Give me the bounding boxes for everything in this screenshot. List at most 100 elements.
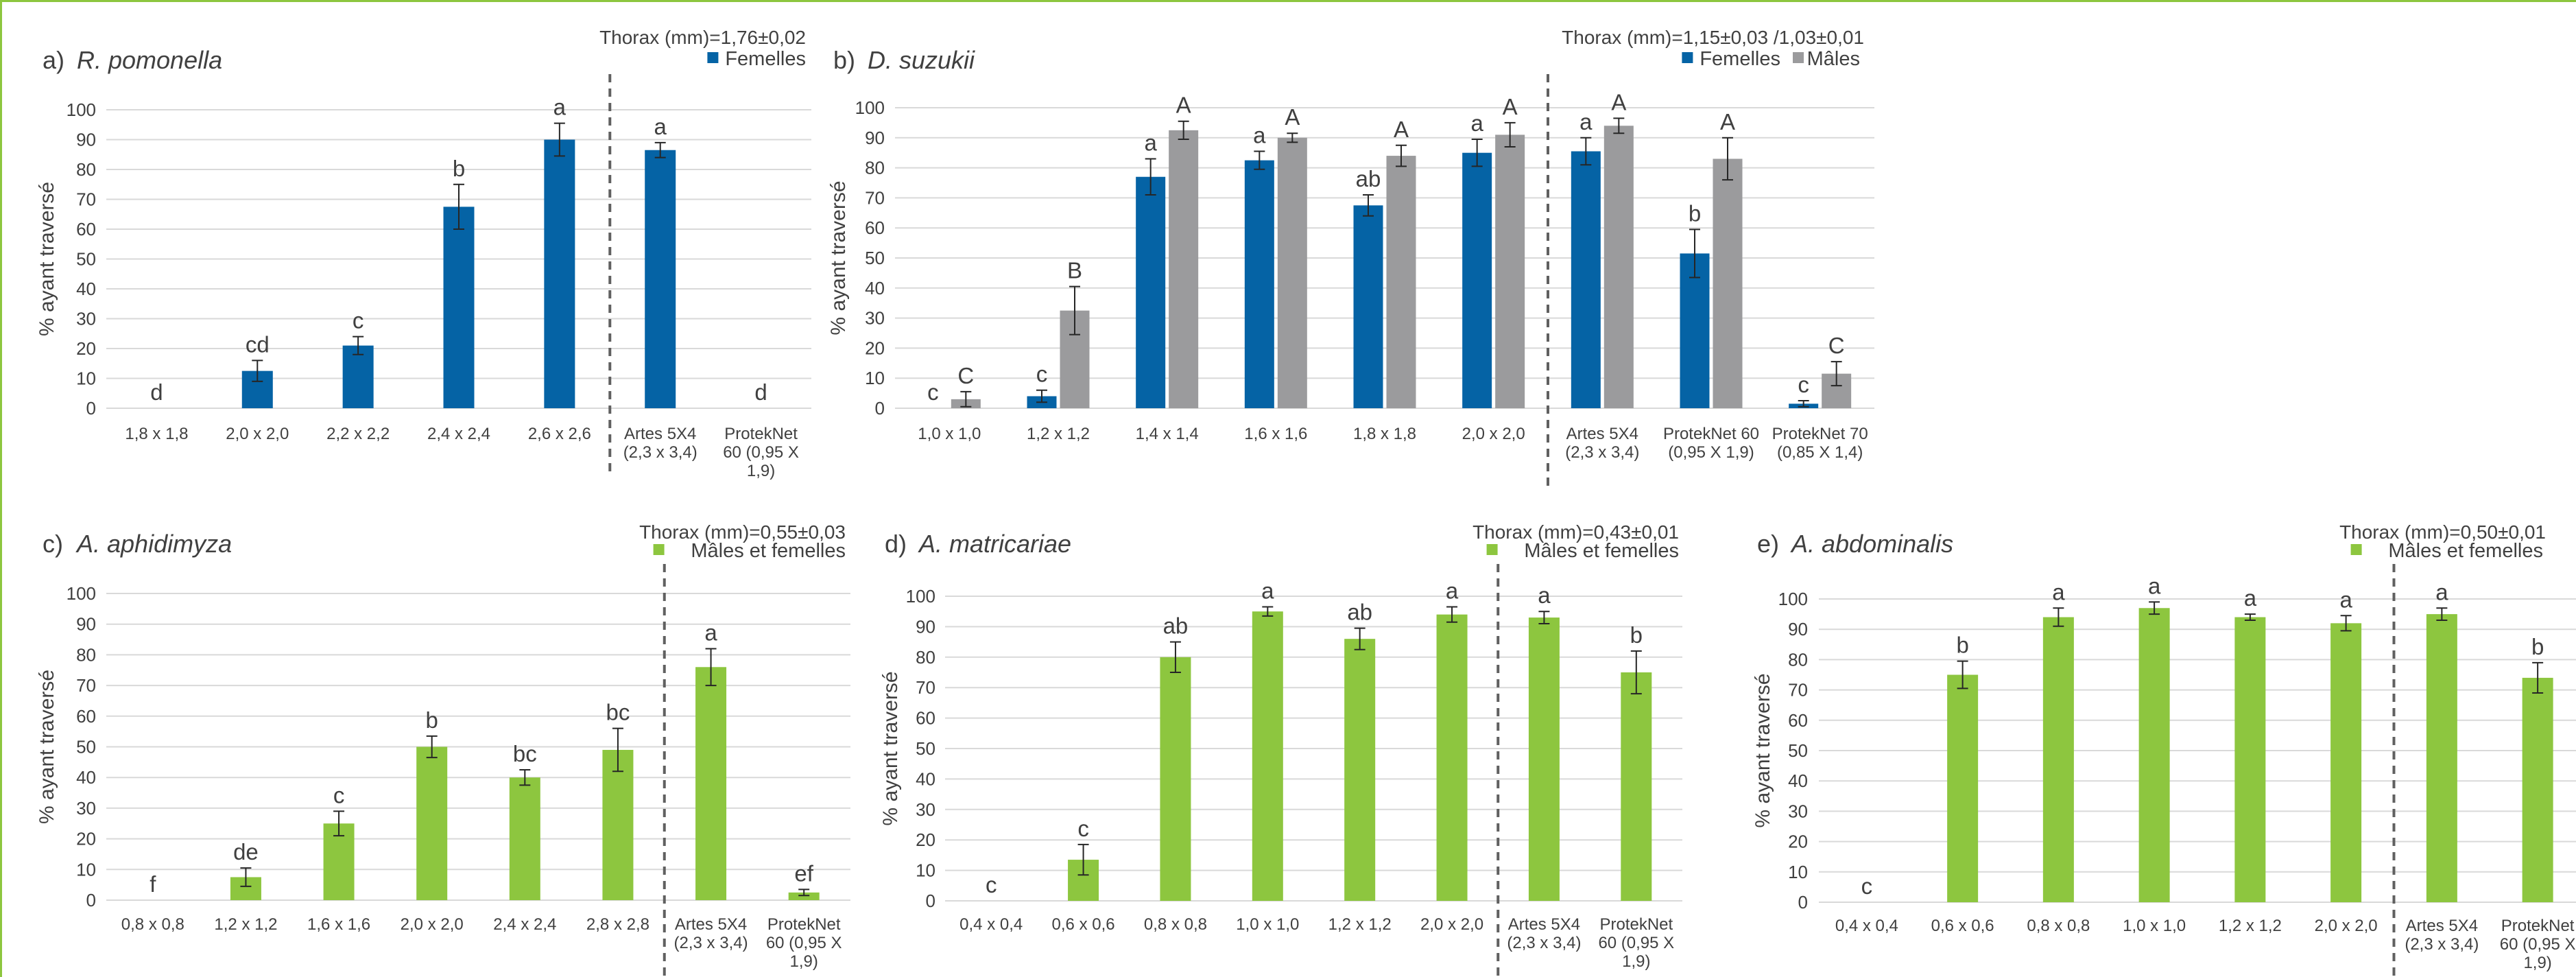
- significance-letter: a: [1538, 582, 1551, 608]
- y-tick-label: 70: [1788, 680, 1808, 701]
- y-tick-label: 60: [916, 708, 935, 729]
- x-tick-label: 2,8 x 2,8: [586, 915, 649, 934]
- significance-letter: a: [2148, 573, 2161, 598]
- significance-letter: C: [957, 363, 974, 388]
- y-tick-label: 20: [1788, 832, 1808, 852]
- legend-swatch: [1682, 52, 1693, 63]
- y-tick-label: 30: [1788, 801, 1808, 821]
- bar: [1353, 205, 1383, 408]
- y-tick-label: 40: [76, 279, 96, 299]
- legend-label: Femelles: [725, 48, 806, 70]
- bar: [1386, 156, 1416, 408]
- significance-letter: b: [1689, 200, 1701, 226]
- x-tick-label: 1,0 x 1,0: [2123, 917, 2186, 935]
- x-tick-label: ProtekNet: [1599, 915, 1673, 934]
- y-tick-label: 80: [1788, 649, 1808, 670]
- x-tick-label: Artes 5X4: [2406, 917, 2478, 935]
- x-tick-label: 1,2 x 1,2: [1027, 425, 1090, 443]
- y-tick-label: 100: [855, 97, 885, 118]
- legend-label: Mâles et femelles: [691, 540, 846, 562]
- panel-label: e): [1757, 530, 1779, 558]
- x-tick-label: ProtekNet: [2501, 917, 2575, 935]
- significance-letter: c: [353, 308, 364, 333]
- x-tick-label: 1,9): [1622, 952, 1650, 971]
- x-tick-label: ProtekNet 60: [1663, 425, 1759, 443]
- y-tick-label: 100: [67, 99, 96, 120]
- y-tick-label: 70: [865, 187, 885, 208]
- significance-letter: de: [233, 839, 259, 864]
- x-tick-label: 2,4 x 2,4: [493, 915, 556, 934]
- bar: [645, 150, 676, 408]
- y-axis-label: % ayant traversé: [36, 670, 58, 824]
- significance-letter: c: [986, 872, 997, 897]
- x-tick-label: 1,4 x 1,4: [1136, 425, 1199, 443]
- significance-letter: bc: [513, 741, 537, 766]
- significance-letter: a: [1470, 110, 1483, 136]
- significance-letter: c: [1798, 372, 1809, 397]
- significance-letter: b: [426, 707, 438, 733]
- bar: [1160, 657, 1191, 901]
- x-tick-label: 60 (0,95 X: [1598, 934, 1674, 952]
- y-tick-label: 40: [865, 278, 885, 298]
- x-tick-label: Artes 5X4: [1566, 425, 1638, 443]
- y-tick-label: 70: [76, 675, 96, 696]
- y-tick-label: 0: [86, 398, 96, 419]
- bar: [1947, 674, 1979, 902]
- significance-letter: a: [553, 95, 567, 120]
- y-tick-label: 20: [76, 829, 96, 849]
- y-tick-label: 30: [76, 309, 96, 329]
- legend-label: Mâles et femelles: [2388, 540, 2543, 562]
- bar: [1136, 176, 1166, 408]
- y-tick-label: 80: [76, 644, 96, 665]
- bar: [1680, 253, 1710, 408]
- x-tick-label: 0,8 x 0,8: [121, 915, 184, 934]
- significance-letter: a: [2052, 579, 2065, 604]
- x-tick-label: 1,6 x 1,6: [307, 915, 370, 934]
- bar: [2522, 677, 2553, 902]
- x-tick-label: (0,85 X 1,4): [1777, 443, 1863, 462]
- y-tick-label: 10: [1788, 862, 1808, 882]
- significance-letter: b: [453, 156, 465, 181]
- significance-letter: a: [2435, 579, 2448, 604]
- legend-label: Femelles: [1700, 48, 1780, 70]
- legend-swatch: [1793, 52, 1804, 63]
- bar: [602, 749, 634, 900]
- x-tick-label: 1,2 x 1,2: [214, 915, 277, 934]
- x-tick-label: (0,95 X 1,9): [1668, 443, 1754, 462]
- significance-letter: f: [150, 871, 156, 897]
- bar: [2234, 617, 2266, 902]
- y-axis-label: % ayant traversé: [827, 180, 850, 335]
- x-tick-label: (2,3 x 3,4): [2405, 935, 2479, 954]
- y-tick-label: 70: [76, 189, 96, 210]
- x-tick-label: 0,8 x 0,8: [2027, 917, 2090, 935]
- y-axis-label: % ayant traversé: [1752, 673, 1774, 827]
- x-tick-label: 1,0 x 1,0: [918, 425, 981, 443]
- significance-letter: ab: [1163, 613, 1189, 639]
- y-tick-label: 40: [916, 768, 935, 789]
- legend-swatch: [2350, 544, 2362, 555]
- significance-letter: A: [1176, 93, 1191, 118]
- x-tick-label: 1,9): [790, 952, 818, 971]
- bar: [1571, 151, 1601, 408]
- y-tick-label: 40: [1788, 770, 1808, 791]
- significance-letter: ef: [794, 860, 813, 886]
- x-tick-label: 0,4 x 0,4: [959, 915, 1023, 934]
- y-tick-label: 60: [76, 706, 96, 727]
- legend-label: Mâles et femelles: [1524, 540, 1679, 562]
- bar: [416, 746, 448, 900]
- y-tick-label: 60: [1788, 710, 1808, 731]
- x-tick-label: ProtekNet 70: [1772, 425, 1868, 443]
- x-tick-label: Artes 5X4: [1508, 915, 1580, 934]
- significance-letter: A: [1720, 109, 1735, 134]
- bar: [1244, 160, 1274, 408]
- significance-letter: C: [1828, 333, 1845, 358]
- significance-letter: a: [1446, 578, 1459, 604]
- significance-letter: A: [1611, 89, 1626, 115]
- bar: [2138, 608, 2170, 902]
- y-tick-label: 60: [76, 219, 96, 239]
- significance-letter: b: [1956, 633, 1968, 658]
- x-tick-label: (2,3 x 3,4): [674, 934, 748, 952]
- significance-letter: cd: [246, 331, 270, 357]
- bar: [2330, 623, 2362, 902]
